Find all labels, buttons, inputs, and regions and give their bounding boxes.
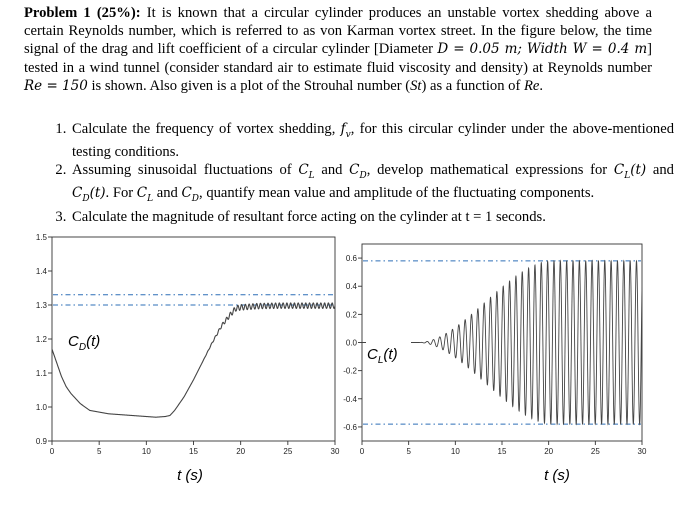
cd-x-tick-label: 5 [97, 447, 102, 456]
cd-y-tick-label: 1.2 [36, 335, 48, 344]
problem-heading: Problem 1 [24, 5, 91, 21]
cd-y-tick-label: 1.3 [36, 301, 48, 310]
cl-y-tick-label: -0.6 [343, 423, 357, 432]
cl-x-tick-label: 0 [360, 447, 365, 456]
cd-subscript: D [359, 170, 367, 181]
cl-x-tick-label: 5 [406, 447, 411, 456]
cd-x-tick-label: 15 [189, 447, 198, 456]
problem-weight: (25%): [96, 5, 141, 21]
cl-y-tick-label: 0.6 [346, 254, 358, 263]
cd-series-label: CD(t) [68, 333, 100, 353]
cl-series-label-background [366, 341, 411, 365]
diameter-symbol: D [437, 41, 449, 58]
cd-symbol-3: C [181, 185, 192, 202]
cd-y-tick-label: 1.0 [36, 403, 48, 412]
intro-text-2: ] tested in a wind tunnel (consider stan… [24, 41, 653, 76]
cd-y-tick-label: 1.1 [36, 369, 48, 378]
diameter-value: = 0.05 [448, 41, 505, 58]
intro-text-3: is shown. Also given is a plot of the St… [87, 77, 411, 94]
cd-y-tick-label: 1.5 [36, 233, 48, 242]
cd-x-tick-label: 25 [283, 447, 292, 456]
task-2-text-e: . For [105, 185, 137, 202]
task-3: Calculate the magnitude of resultant for… [70, 209, 674, 227]
lift-coefficient-chart: 0 5 10 15 20 25 30 -0.6 -0.4 -0.2 0.0 0.2 0.4 0.6 CL(t… [343, 243, 647, 484]
cl-symbol: C [298, 161, 309, 178]
reynolds-symbol-2: Re [523, 77, 540, 94]
cl-symbol-2: C [613, 161, 625, 178]
width-value: = 0.4 [586, 41, 635, 58]
cl-symbol-3: C [136, 185, 148, 202]
task-1-text-b: , for this circular cylinder under the a… [72, 121, 674, 161]
intro-text-4: ) as a function of [421, 77, 524, 94]
cl-x-tick-label: 25 [591, 447, 600, 456]
fv-symbol: f [340, 121, 346, 137]
task-2: Assuming sinusoidal fluctuations of CL a… [70, 162, 674, 209]
width-unit: m [634, 41, 648, 58]
cl-subscript-3: L [147, 194, 154, 205]
cd-y-tick-label: 1.4 [36, 267, 48, 276]
reynolds-symbol: Re [24, 77, 43, 94]
task-3-text: Calculate the magnitude of resultant for… [72, 208, 546, 225]
strouhal-symbol: St [410, 77, 422, 94]
problem-statement: Problem 1 (25%): It is known that a circ… [24, 4, 652, 95]
cd-y-tick-label: 0.9 [36, 437, 48, 446]
cl-series-label: CL(t) [367, 346, 398, 366]
cl-arg: (t) [630, 161, 647, 178]
drag-coefficient-chart: 0 5 10 15 20 25 30 0.9 1.0 1.1 1.2 1.3 1.4 1.5 CD(t) t … [36, 233, 340, 484]
cd-subscript-2: D [82, 194, 90, 205]
cl-x-tick-label: 15 [498, 447, 507, 456]
intro-end: . [539, 77, 544, 94]
task-2-text-b: and [314, 161, 350, 178]
cl-y-tick-label: 0.0 [346, 339, 358, 348]
cl-y-tick-label: -0.4 [343, 395, 357, 404]
cd-symbol-2: C [72, 185, 83, 202]
cl-x-tick-label: 10 [451, 447, 460, 456]
cd-x-tick-label: 20 [236, 447, 245, 456]
width-symbol: W [572, 41, 587, 58]
task-2-text-d: and [646, 161, 674, 178]
cd-x-axis-label: t (s) [177, 467, 203, 484]
task-2-text-g: , quantify mean value and amplitude of t… [199, 185, 595, 202]
task-1: Calculate the frequency of vortex sheddi… [70, 121, 674, 162]
width-label: ; Width [517, 41, 573, 58]
cl-x-axis-label: t (s) [544, 467, 570, 484]
cl-subscript: L [308, 170, 315, 181]
diameter-unit: m [504, 41, 518, 58]
task-1-text-a: Calculate the frequency of vortex sheddi… [72, 121, 341, 137]
cl-y-tick-label: 0.2 [346, 310, 358, 319]
task-2-text-a: Assuming sinusoidal fluctuations of [72, 161, 299, 178]
cl-subscript-2: L [624, 170, 631, 181]
cl-y-tick-label: -0.2 [343, 367, 357, 376]
cd-series-line [51, 302, 336, 418]
cd-x-tick-label: 30 [331, 447, 340, 456]
cd-subscript-3: D [191, 194, 200, 205]
cd-x-tick-label: 0 [50, 447, 55, 456]
cd-arg: (t) [89, 185, 106, 202]
intro-text-1: It is known that a circular cylinder pro… [24, 5, 652, 58]
task-list: Calculate the frequency of vortex sheddi… [48, 121, 674, 226]
cd-symbol: C [349, 161, 360, 178]
task-2-text-f: and [153, 185, 182, 202]
fv-subscript: v [345, 129, 351, 140]
cl-y-tick-label: 0.4 [346, 282, 358, 291]
cl-x-tick-label: 20 [544, 447, 553, 456]
task-2-text-c: , develop mathematical expressions for [366, 161, 614, 178]
cl-x-tick-label: 30 [638, 447, 647, 456]
reynolds-value: = 150 [42, 77, 88, 94]
cd-x-tick-label: 10 [142, 447, 151, 456]
